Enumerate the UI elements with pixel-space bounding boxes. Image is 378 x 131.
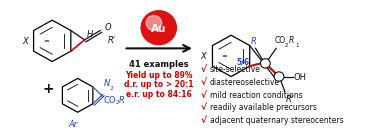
Circle shape [143, 13, 174, 43]
Circle shape [142, 11, 176, 44]
Text: =: = [43, 38, 49, 44]
Text: √: √ [201, 103, 207, 112]
Text: R: R [289, 36, 294, 45]
Text: mild reaction conditions: mild reaction conditions [209, 91, 302, 100]
Text: site-selective: site-selective [209, 65, 260, 74]
Circle shape [143, 12, 175, 43]
Text: 5/6: 5/6 [236, 58, 249, 67]
Text: H: H [87, 30, 93, 39]
Text: OH: OH [294, 73, 307, 82]
Text: 1: 1 [296, 43, 299, 48]
Circle shape [141, 11, 176, 44]
Text: 2: 2 [115, 100, 119, 105]
Circle shape [141, 11, 177, 45]
Circle shape [143, 12, 175, 43]
Text: R: R [251, 37, 257, 46]
Circle shape [146, 15, 162, 31]
Text: R: R [119, 95, 125, 105]
Text: d.r. up to > 20:1: d.r. up to > 20:1 [124, 80, 194, 89]
Text: e.r. up to 84:16: e.r. up to 84:16 [126, 90, 192, 99]
Text: 2: 2 [110, 86, 113, 91]
Text: R': R' [286, 95, 294, 104]
Text: X: X [200, 52, 206, 61]
Circle shape [274, 72, 284, 81]
Text: R': R' [108, 36, 116, 45]
Text: diastereoselective: diastereoselective [209, 78, 280, 87]
Text: +: + [42, 82, 54, 96]
Text: X: X [22, 37, 28, 46]
Text: √: √ [201, 91, 207, 100]
Circle shape [144, 13, 174, 42]
Text: Yield up to 89%: Yield up to 89% [125, 71, 192, 80]
Text: CO: CO [274, 36, 285, 45]
Text: readily available precursors: readily available precursors [209, 103, 316, 112]
Text: 2: 2 [285, 43, 288, 48]
Text: √: √ [201, 78, 207, 87]
Text: N: N [104, 79, 110, 88]
Text: √: √ [201, 65, 207, 74]
Text: O: O [105, 23, 112, 32]
Text: adjacent quaternary stereocenters: adjacent quaternary stereocenters [209, 116, 343, 125]
Text: √: √ [201, 116, 207, 125]
Text: Ar: Ar [68, 120, 77, 129]
Text: CO: CO [104, 95, 116, 105]
Circle shape [260, 59, 270, 68]
Circle shape [142, 12, 175, 44]
Text: 41 examples: 41 examples [129, 60, 189, 69]
Text: =: = [221, 53, 227, 59]
Text: Au: Au [151, 24, 166, 34]
